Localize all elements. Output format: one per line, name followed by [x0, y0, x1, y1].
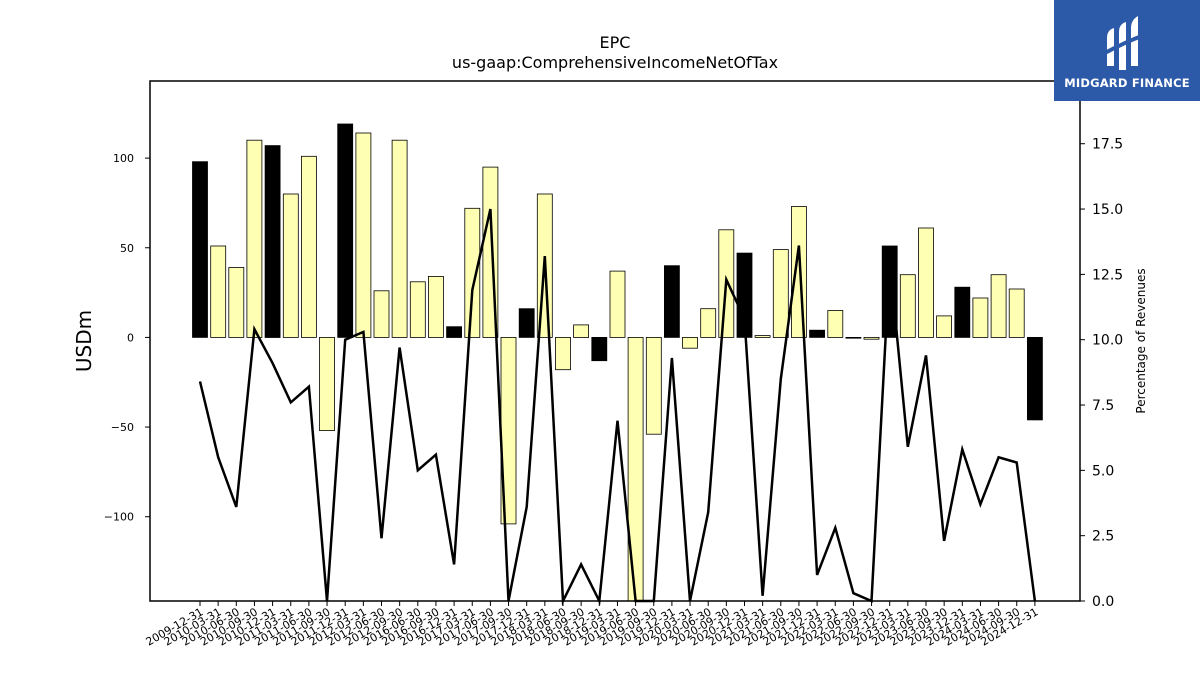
bar	[427, 275, 444, 338]
y2-tick-label: 17.5	[1092, 137, 1123, 153]
plot-frame	[149, 80, 1081, 602]
bar	[518, 308, 535, 338]
bar	[700, 308, 717, 338]
y2-tick-label: 10.0	[1092, 333, 1123, 349]
bar	[791, 206, 807, 338]
bar	[228, 267, 245, 338]
bar	[645, 336, 662, 435]
y-tick-label: 100	[113, 152, 134, 165]
chart-title: EPC	[600, 33, 631, 52]
y-tick-label: −100	[104, 511, 134, 524]
bar	[319, 336, 335, 431]
bar	[899, 274, 916, 338]
bar	[391, 139, 408, 338]
bar	[282, 193, 299, 338]
y2-axis-ticks: 0.0 2.5 5.0 7.5 10.0 12.5 15.0 17.5	[1080, 137, 1123, 610]
bar	[682, 336, 698, 349]
bar	[1027, 336, 1043, 421]
bar	[573, 324, 589, 338]
y-axis-label: USDm	[72, 310, 96, 372]
midgard-logo-icon	[1102, 15, 1148, 70]
bar	[863, 336, 880, 340]
bar	[845, 336, 862, 339]
bar	[772, 249, 789, 338]
x-axis-ticks: 2009-12-312010-03-312010-06-302010-09-30…	[144, 601, 1040, 649]
y-tick-label: 50	[120, 242, 134, 255]
bar-series	[192, 123, 1043, 602]
y-tick-label: 0	[127, 331, 134, 344]
y2-tick-label: 5.0	[1092, 463, 1114, 479]
bar	[1008, 288, 1025, 338]
bar	[591, 336, 608, 362]
bar	[627, 336, 644, 602]
bar	[555, 336, 571, 371]
bar	[210, 245, 227, 338]
bar	[609, 270, 626, 338]
y2-tick-label: 0.0	[1092, 594, 1114, 610]
bar	[664, 265, 680, 338]
bar	[192, 161, 208, 338]
bar	[809, 329, 825, 338]
line-series	[198, 208, 1037, 606]
bar	[355, 132, 372, 338]
y-tick-label: −50	[111, 421, 134, 434]
y2-axis-label: Percentage of Revenues	[1134, 268, 1148, 413]
bar	[300, 155, 317, 338]
bar	[990, 274, 1007, 338]
bar	[409, 281, 426, 338]
bar	[918, 227, 934, 338]
y2-tick-label: 2.5	[1092, 529, 1114, 545]
bar	[446, 326, 463, 338]
bar	[246, 139, 263, 338]
y2-tick-label: 12.5	[1092, 267, 1123, 283]
bar	[337, 123, 354, 338]
y2-tick-label: 7.5	[1092, 398, 1114, 414]
chart-subtitle: us-gaap:ComprehensiveIncomeNetOfTax	[452, 53, 778, 72]
bar	[954, 286, 971, 338]
brand-logo: MIDGARD FINANCE	[1054, 0, 1200, 101]
bar	[936, 315, 952, 338]
brand-name: MIDGARD FINANCE	[1064, 75, 1190, 90]
y2-tick-label: 15.0	[1092, 202, 1123, 218]
bar	[373, 290, 390, 338]
bar	[827, 310, 844, 338]
percentage-line	[198, 208, 1037, 606]
bar	[264, 145, 281, 338]
bar	[464, 207, 481, 338]
y-axis-ticks: −100 −50 0 50 100	[104, 152, 150, 524]
bar	[754, 335, 771, 338]
bar	[972, 297, 989, 338]
